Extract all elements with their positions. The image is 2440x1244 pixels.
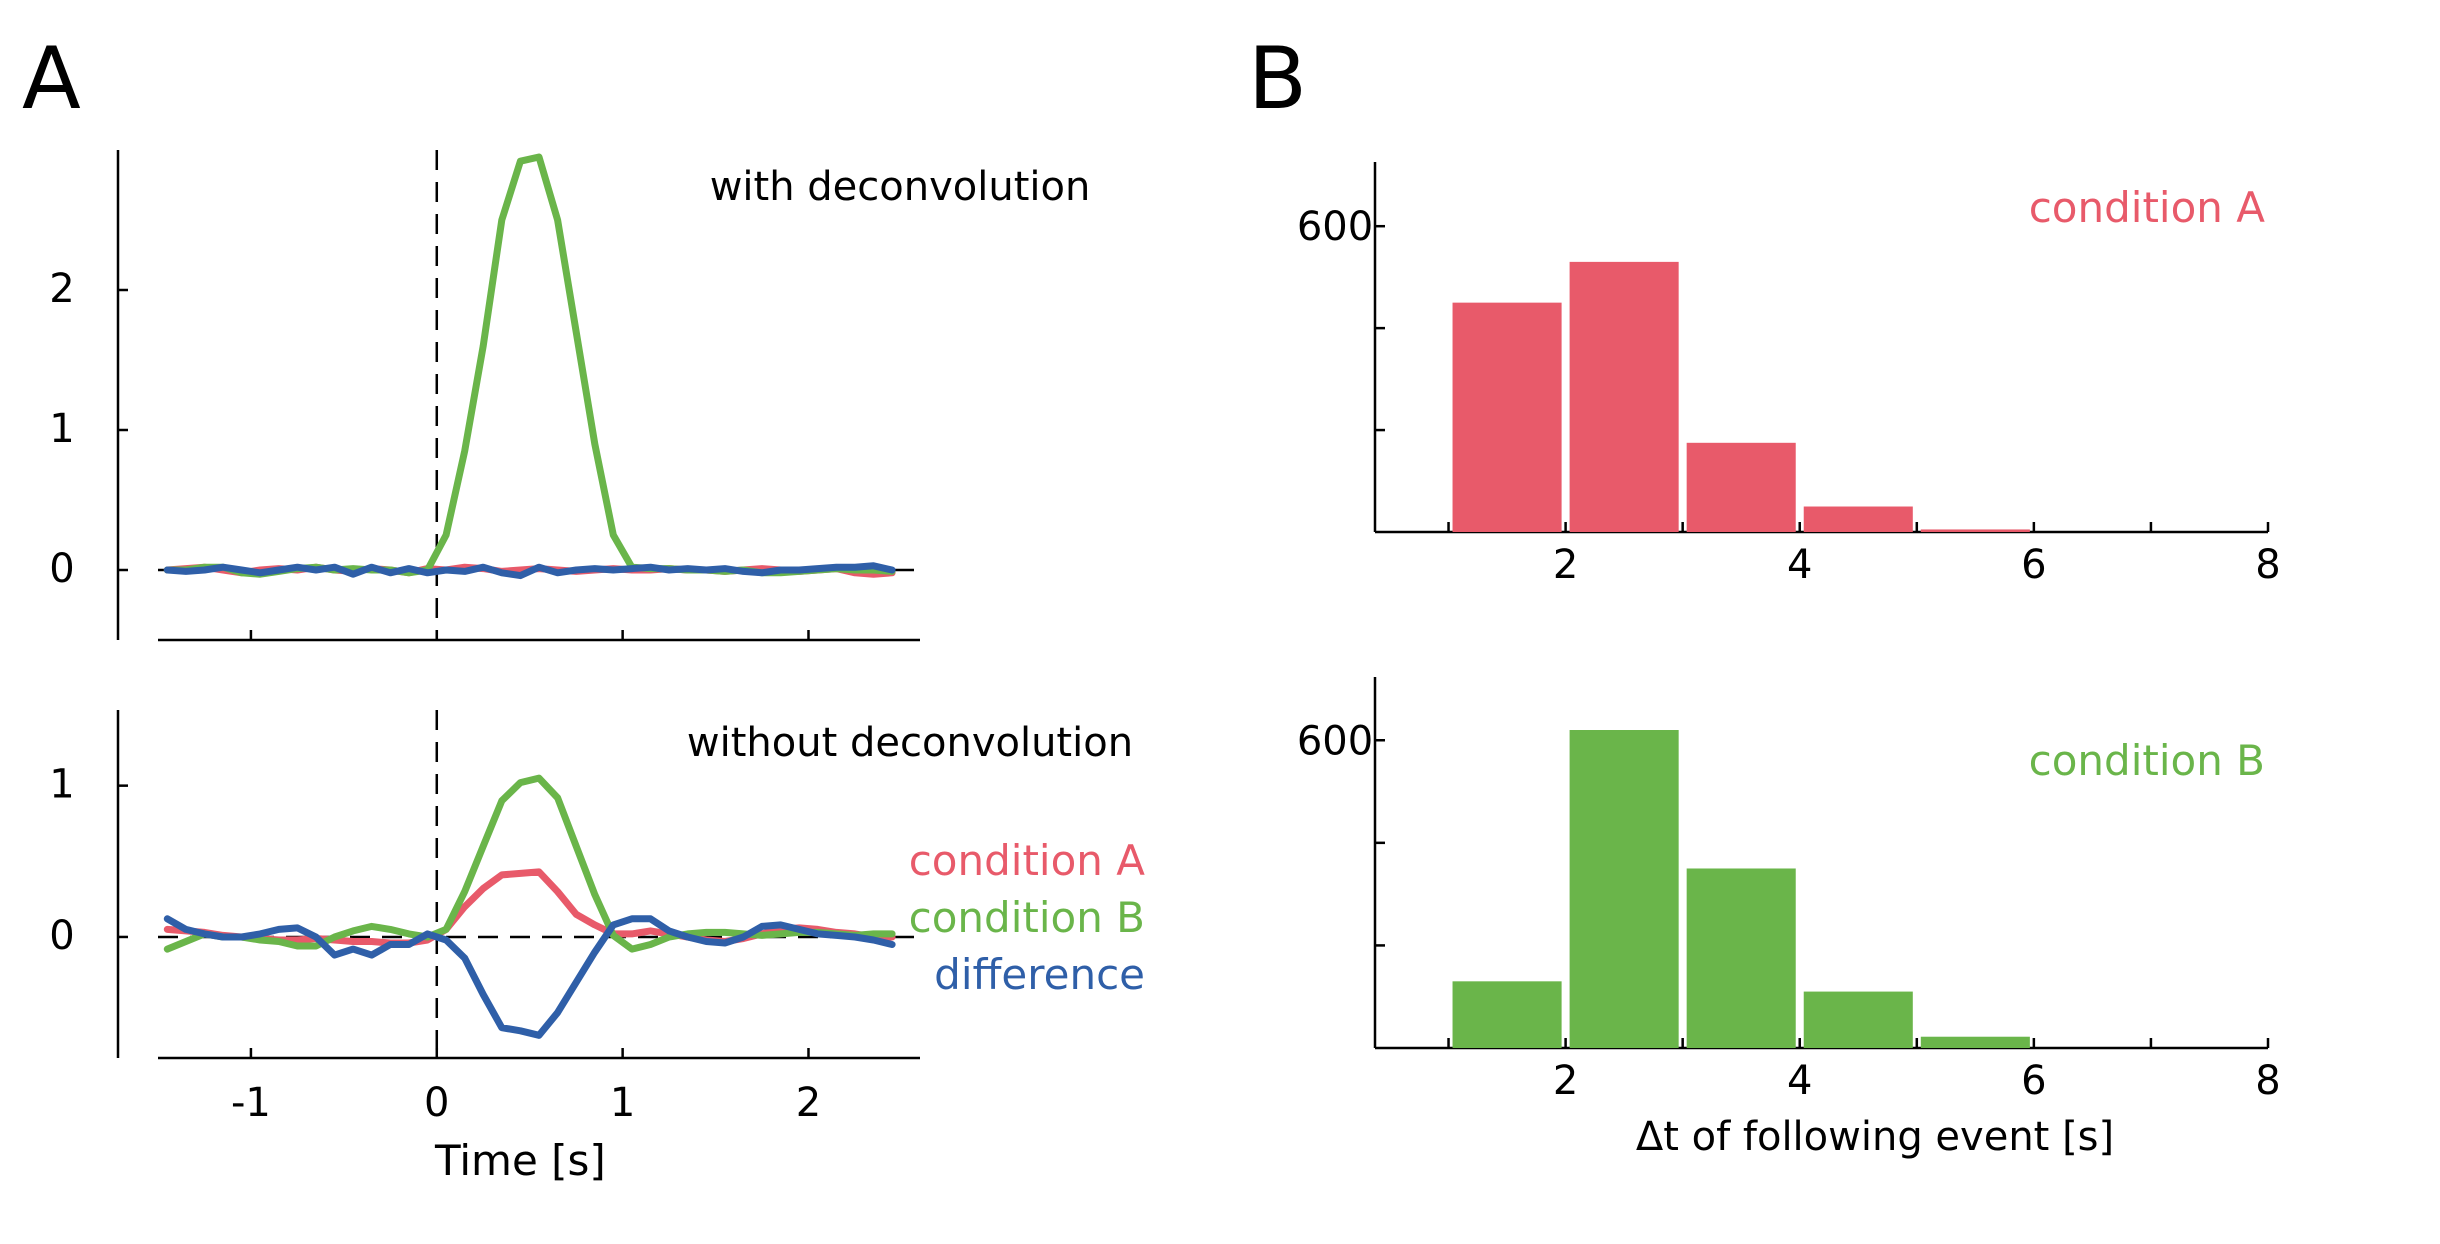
legend-item: condition A bbox=[909, 836, 1146, 885]
y-tick-label: 2 bbox=[49, 266, 74, 312]
series-line-difference bbox=[163, 562, 896, 580]
histogram-bar bbox=[1686, 868, 1796, 1048]
panel-label-b: B bbox=[1248, 29, 1307, 129]
chart-title: condition A bbox=[2029, 183, 2266, 232]
y-tick-label: 1 bbox=[49, 406, 74, 452]
x-tick-label: -1 bbox=[231, 1080, 271, 1126]
x-tick-label: 2 bbox=[796, 1080, 821, 1126]
histogram-bar bbox=[1920, 1036, 2030, 1048]
histogram-condition-b: 600 2 4 6 8 condition B Δt of following event … bbox=[1297, 677, 2281, 1160]
x-tick-label: 2 bbox=[1553, 542, 1578, 588]
x-tick-label: 1 bbox=[610, 1080, 635, 1126]
x-tick-label: 6 bbox=[2021, 1058, 2046, 1104]
series-line-condition-B bbox=[163, 153, 896, 578]
series-line-condition-B bbox=[163, 774, 896, 953]
histogram-bar bbox=[1452, 302, 1562, 532]
y-tick-label: 0 bbox=[49, 546, 74, 592]
x-tick-label: 0 bbox=[424, 1080, 449, 1126]
x-tick-label: 6 bbox=[2021, 542, 2046, 588]
chart-title: with deconvolution bbox=[710, 164, 1091, 210]
y-tick-label: 600 bbox=[1297, 718, 1373, 764]
legend-item: condition B bbox=[909, 893, 1145, 942]
histogram-condition-a: 600 2 4 6 8 condition A bbox=[1297, 162, 2281, 588]
x-tick-label: 8 bbox=[2255, 1058, 2280, 1104]
x-tick-label: 2 bbox=[1553, 1058, 1578, 1104]
y-tick-label: 0 bbox=[49, 913, 74, 959]
x-axis-label: Δt of following event [s] bbox=[1636, 1114, 2114, 1160]
x-axis-label: Time [s] bbox=[434, 1136, 606, 1185]
histogram-bar bbox=[1569, 261, 1679, 532]
y-tick-label: 600 bbox=[1297, 204, 1373, 250]
chart-with-deconvolution: 0 1 2 with deconvolution bbox=[49, 150, 1091, 642]
chart-title: without deconvolution bbox=[687, 720, 1133, 766]
x-tick-label: 8 bbox=[2255, 542, 2280, 588]
histogram-bar bbox=[1803, 991, 1913, 1048]
histogram-bar bbox=[1686, 442, 1796, 532]
panel-label-a: A bbox=[22, 29, 81, 129]
chart-title: condition B bbox=[2029, 736, 2265, 785]
histogram-bar bbox=[1452, 981, 1562, 1048]
x-tick-label: 4 bbox=[1787, 542, 1812, 588]
chart-without-deconvolution: 0 1 -1 0 1 2 without deconvolution Time [s] cond… bbox=[49, 710, 1145, 1185]
x-tick-label: 4 bbox=[1787, 1058, 1812, 1104]
histogram-bar bbox=[1803, 506, 1913, 532]
series-line-difference bbox=[163, 915, 896, 1039]
histogram-bar bbox=[1920, 529, 2030, 532]
histogram-bar bbox=[1569, 730, 1679, 1048]
legend-item: difference bbox=[934, 950, 1145, 999]
y-tick-label: 1 bbox=[49, 762, 74, 808]
